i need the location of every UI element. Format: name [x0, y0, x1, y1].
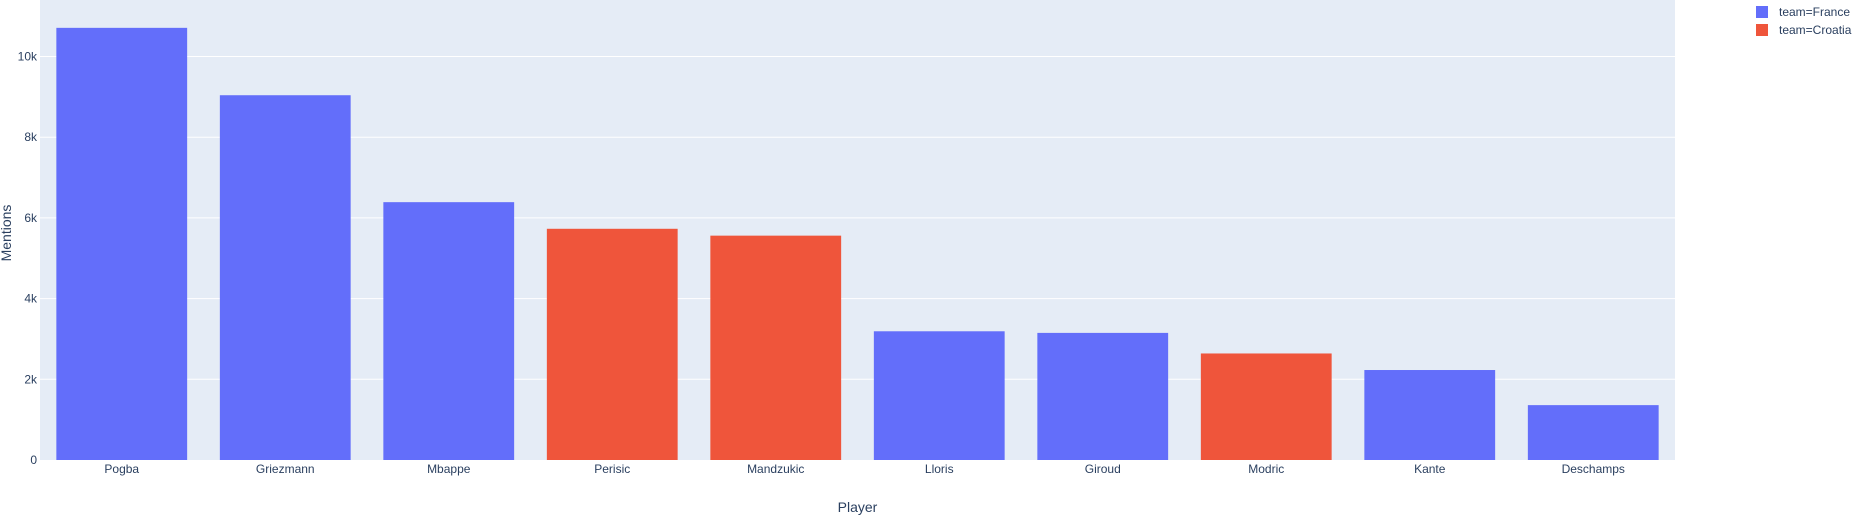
y-tick-label: 0 [30, 453, 37, 467]
legend-item-france[interactable]: team=France [1756, 3, 1850, 21]
bar-griezmann[interactable] [219, 95, 351, 460]
x-tick-label: Modric [1248, 462, 1284, 476]
x-tick-label: Mandzukic [747, 462, 804, 476]
bar-mbappe[interactable] [383, 202, 515, 460]
y-tick-label: 6k [24, 211, 38, 225]
bar-perisic[interactable] [546, 228, 678, 460]
bar-lloris[interactable] [873, 331, 1005, 460]
y-tick-label: 2k [24, 372, 38, 386]
x-tick-label: Deschamps [1562, 462, 1625, 476]
y-axis-ticks: 0 2k 4k 6k 8k 10k [18, 49, 38, 467]
x-tick-label: Perisic [594, 462, 630, 476]
x-tick-label: Griezmann [256, 462, 315, 476]
bar-pogba[interactable] [56, 27, 188, 461]
x-tick-label: Giroud [1085, 462, 1121, 476]
y-tick-label: 10k [18, 49, 38, 63]
x-tick-label: Kante [1414, 462, 1446, 476]
legend-swatch-croatia [1756, 24, 1768, 36]
bar-kante[interactable] [1364, 370, 1496, 460]
legend-label-croatia: team=Croatia [1779, 23, 1852, 37]
x-tick-label: Lloris [925, 462, 954, 476]
y-tick-label: 4k [24, 292, 38, 306]
y-tick-label: 8k [24, 130, 38, 144]
x-axis-title: Player [838, 499, 878, 515]
bar-mandzukic[interactable] [710, 235, 842, 460]
bars [56, 27, 1659, 461]
x-tick-label: Pogba [104, 462, 139, 476]
legend-item-croatia[interactable]: team=Croatia [1756, 21, 1851, 39]
x-tick-label: Mbappe [427, 462, 471, 476]
x-axis-ticks: Pogba Griezmann Mbappe Perisic Mandzukic Llor… [104, 462, 1625, 476]
legend-swatch-france [1756, 6, 1768, 18]
bar-modric[interactable] [1200, 353, 1332, 460]
legend-label-france: team=France [1779, 5, 1851, 19]
bar-deschamps[interactable] [1527, 405, 1659, 460]
bar-giroud[interactable] [1037, 332, 1169, 460]
y-axis-title: Mentions [0, 205, 14, 262]
